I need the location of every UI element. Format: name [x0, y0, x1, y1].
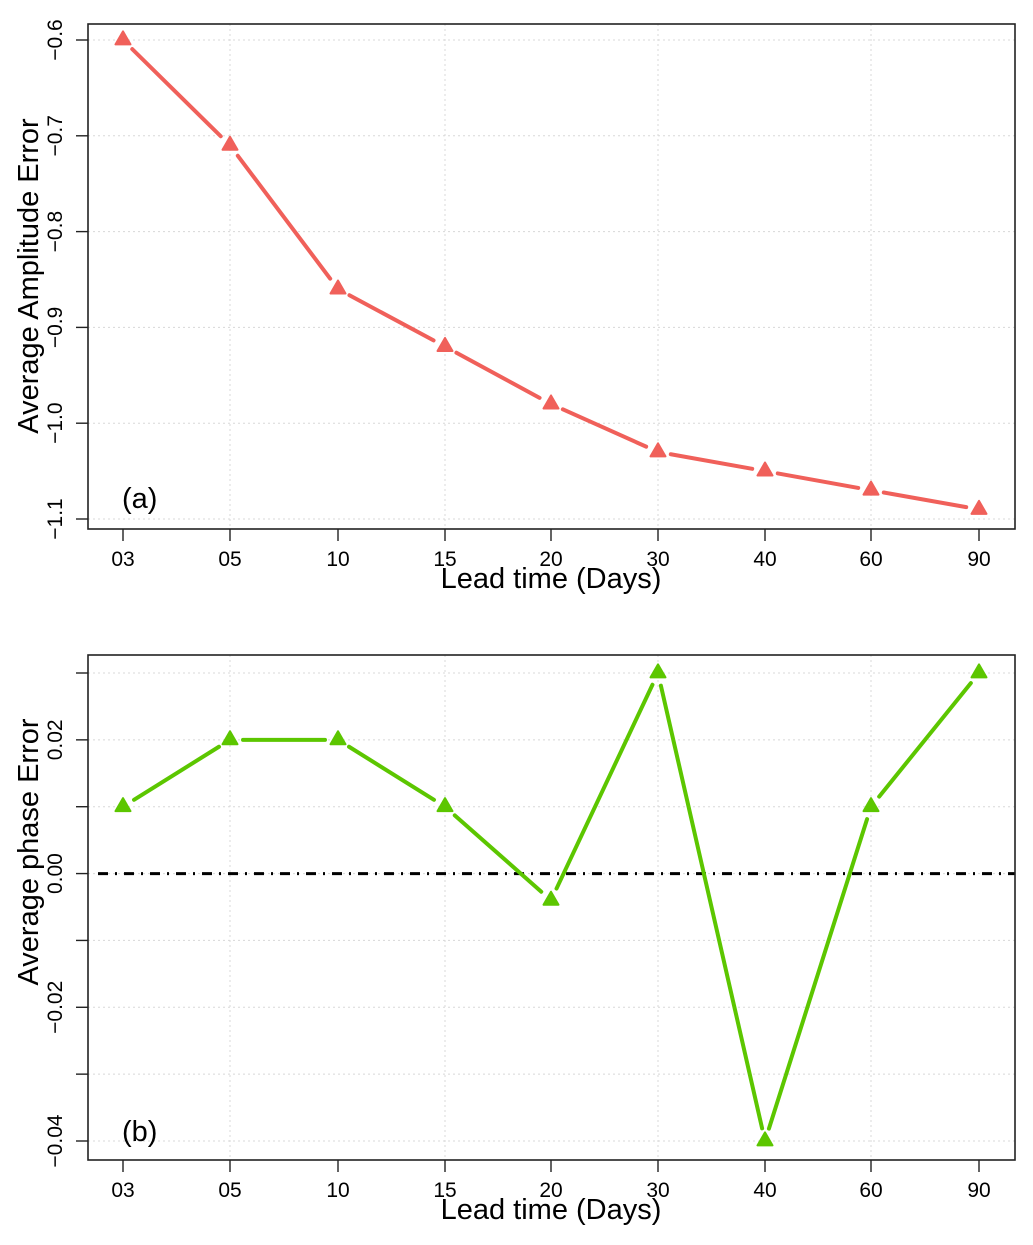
series-line-segment [668, 452, 755, 471]
panel-b: 0.02 0.00 −0.02 −0.04 03 05 10 15 20 30 40 60 90 Lead… [13, 654, 1016, 1226]
data-point-marker [542, 394, 560, 410]
x-tick-label: 10 [326, 1179, 349, 1202]
data-point-marker [649, 442, 667, 458]
series-line-segment [347, 293, 436, 343]
y-tick-label: −1.1 [44, 498, 67, 539]
y-tick-label: −0.9 [44, 307, 67, 348]
x-tick-label: 30 [646, 548, 669, 571]
x-tick-label: 05 [218, 1179, 241, 1202]
y-axis-title: Average Amplitude Error [13, 118, 45, 434]
x-tick-label: 40 [753, 548, 776, 571]
panel-a: −0.6 −0.7 −0.8 −0.9 −1.0 −1.1 03 05 10 15 20 30 40 60… [13, 19, 1016, 595]
x-tick-label: 20 [539, 548, 562, 571]
data-point-marker [862, 480, 880, 496]
data-point-marker [114, 30, 132, 46]
x-axis-title: Lead time (Days) [441, 563, 662, 595]
y-tick-label: 0.00 [44, 853, 67, 894]
series-line-segment [881, 490, 969, 510]
y-tick-label: −0.02 [44, 981, 67, 1034]
series-line-segment [877, 681, 973, 799]
x-tick-label: 15 [433, 1179, 456, 1202]
x-tick-label: 10 [326, 548, 349, 571]
plot-frame [87, 654, 1016, 1161]
data-point-marker [862, 797, 880, 813]
data-point-marker [756, 1131, 774, 1147]
data-point-marker [329, 279, 347, 295]
x-tick-label: 03 [111, 1179, 134, 1202]
series-line-segment [452, 813, 544, 894]
series-line-segment [132, 744, 221, 802]
series-line-segment [775, 471, 861, 490]
y-tick-label: −0.04 [44, 1114, 67, 1167]
x-tick-label: 05 [218, 548, 241, 571]
series-line-segment [235, 153, 333, 281]
data-point-marker [970, 663, 988, 679]
x-tick-label: 40 [753, 1179, 776, 1202]
data-point-marker [221, 730, 239, 746]
x-tick-label: 15 [433, 548, 456, 571]
y-tick-label: −0.7 [44, 115, 67, 156]
plot-frame [87, 23, 1016, 530]
data-point-marker [970, 499, 988, 515]
data-point-marker [114, 797, 132, 813]
series-line-segment [454, 350, 542, 400]
data-point-marker [649, 663, 667, 679]
series-line-segment [766, 817, 870, 1131]
data-point-marker [756, 461, 774, 477]
x-tick-label: 60 [859, 548, 882, 571]
series-line-segment [560, 407, 649, 449]
data-point-marker [221, 135, 239, 151]
y-tick-label: −1.0 [44, 402, 67, 443]
x-tick-label: 90 [967, 1179, 990, 1202]
data-point-marker [436, 797, 454, 813]
x-tick-label: 30 [646, 1179, 669, 1202]
panel-label: (a) [122, 483, 157, 515]
y-axis-title: Average phase Error [13, 718, 45, 985]
y-tick-label: 0.02 [44, 719, 67, 760]
x-axis-title: Lead time (Days) [441, 1194, 662, 1226]
data-point-marker [329, 730, 347, 746]
x-tick-label: 90 [967, 548, 990, 571]
series-line-segment [554, 682, 655, 891]
panel-label: (b) [122, 1116, 157, 1148]
series-line-segment [130, 47, 223, 139]
series-line-segment [347, 744, 436, 802]
y-tick-label: −0.6 [44, 19, 67, 60]
x-tick-label: 03 [111, 548, 134, 571]
series-line-segment [658, 683, 765, 1131]
x-tick-label: 20 [539, 1179, 562, 1202]
data-point-marker [436, 336, 454, 352]
x-tick-label: 60 [859, 1179, 882, 1202]
data-point-marker [542, 890, 560, 906]
y-tick-label: −0.8 [44, 211, 67, 252]
